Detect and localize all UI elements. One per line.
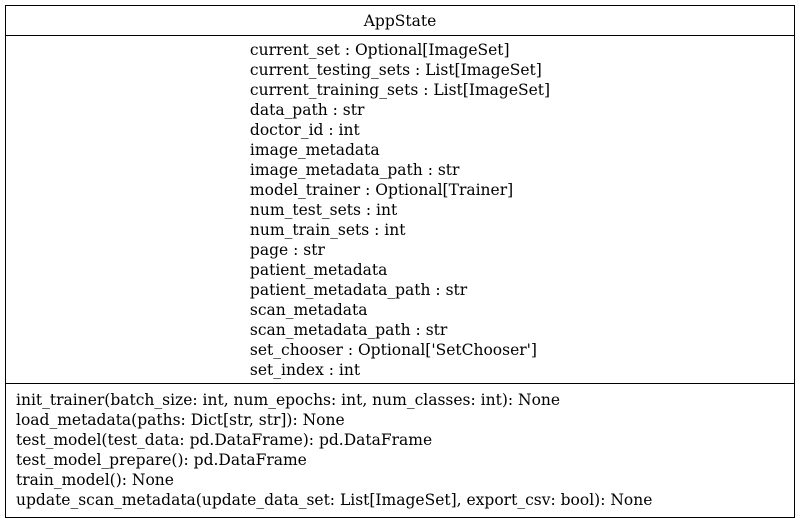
method: train_model(): None <box>16 471 174 489</box>
attribute: current_training_sets : List[ImageSet] <box>249 81 551 99</box>
uml-class-box: AppState current_set : Optional[ImageSet… <box>5 5 795 518</box>
method: test_model(test_data: pd.DataFrame): pd.… <box>16 431 433 449</box>
methods-compartment: init_trainer(batch_size: int, num_epochs… <box>6 384 794 517</box>
attribute: scan_metadata_path : str <box>249 321 448 339</box>
attributes-compartment: current_set : Optional[ImageSet] current… <box>6 36 794 384</box>
attribute-list: current_set : Optional[ImageSet] current… <box>250 40 550 383</box>
attribute: current_set : Optional[ImageSet] <box>249 41 510 59</box>
attribute: image_metadata_path : str <box>249 161 460 179</box>
attribute: set_chooser : Optional['SetChooser'] <box>249 341 537 359</box>
attribute: set_index : int <box>249 361 361 379</box>
attribute: patient_metadata <box>249 261 388 279</box>
method: test_model_prepare(): pd.DataFrame <box>16 451 307 469</box>
attribute: model_trainer : Optional[Trainer] <box>249 181 514 199</box>
attribute: page : str <box>249 241 325 259</box>
method: init_trainer(batch_size: int, num_epochs… <box>16 391 561 409</box>
attribute: doctor_id : int <box>249 121 360 139</box>
method: update_scan_metadata(update_data_set: Li… <box>16 491 653 509</box>
attribute: num_train_sets : int <box>249 221 406 239</box>
attribute: image_metadata <box>249 141 380 159</box>
attribute: data_path : str <box>249 101 365 119</box>
attribute: patient_metadata_path : str <box>249 281 468 299</box>
attribute: num_test_sets : int <box>249 201 398 219</box>
method: load_metadata(paths: Dict[str, str]): No… <box>16 411 345 429</box>
attribute: scan_metadata <box>249 301 368 319</box>
class-name: AppState <box>6 6 794 36</box>
attribute: current_testing_sets : List[ImageSet] <box>249 61 542 79</box>
